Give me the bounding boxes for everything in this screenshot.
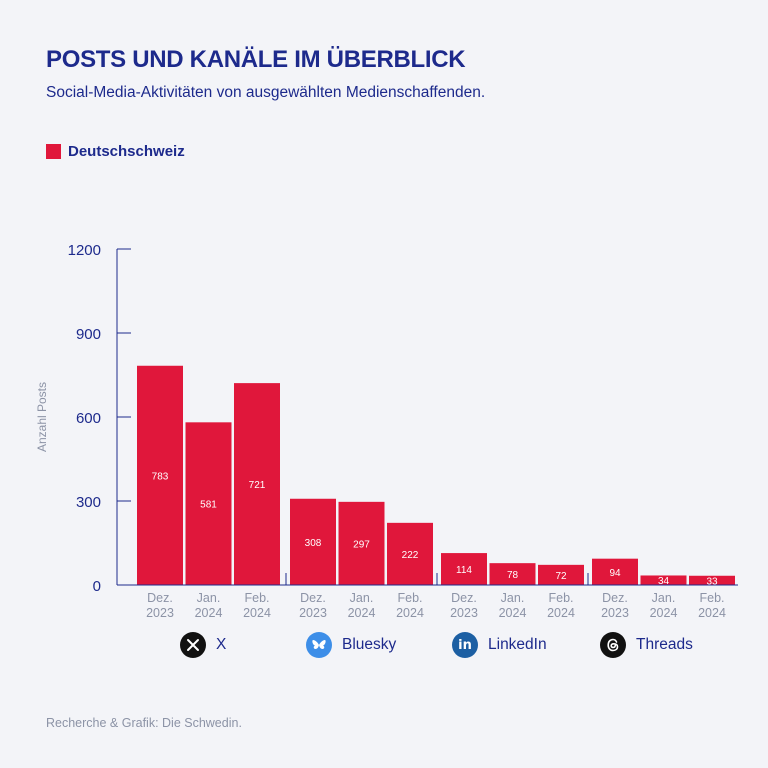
x-tick-label: Feb. <box>244 591 269 605</box>
chart-title: POSTS UND KANÄLE IM ÜBERBLICK <box>46 46 466 73</box>
bar <box>640 575 687 585</box>
bar-value-label: 114 <box>456 565 472 576</box>
platform-bluesky: Bluesky <box>306 632 396 658</box>
x-tick-label: 2024 <box>243 606 271 620</box>
x-tick-label: 2024 <box>195 606 223 620</box>
y-tick-label: 0 <box>93 578 101 595</box>
legend-label: Deutschschweiz <box>68 143 185 160</box>
platform-label: Threads <box>636 636 693 653</box>
x-tick-label: Feb. <box>397 591 422 605</box>
y-tick-label: 300 <box>76 494 101 511</box>
bar <box>185 422 232 585</box>
x-tick-label: 2023 <box>450 606 478 620</box>
x-logo-icon <box>180 632 206 658</box>
platform-threads: Threads <box>600 632 693 658</box>
bar-value-label: 581 <box>200 500 217 511</box>
bar-value-label: 297 <box>353 539 370 550</box>
x-tick-label: Jan. <box>501 591 525 605</box>
x-tick-label: Jan. <box>197 591 221 605</box>
x-tick-label: 2023 <box>601 606 629 620</box>
x-tick-label: 2024 <box>698 606 726 620</box>
bar <box>441 553 487 585</box>
x-tick-label: 2024 <box>396 606 424 620</box>
bar <box>489 563 536 585</box>
bar-value-label: 721 <box>249 480 266 491</box>
bar <box>290 498 336 585</box>
bar-value-label: 308 <box>305 538 322 549</box>
x-tick-label: Dez. <box>602 591 628 605</box>
x-tick-label: Jan. <box>350 591 374 605</box>
linkedin-icon: in <box>452 632 478 658</box>
platform-x: X <box>180 632 226 658</box>
y-tick-label: 1200 <box>68 242 101 259</box>
platform-label: LinkedIn <box>488 636 547 653</box>
x-tick-label: Jan. <box>652 591 676 605</box>
bar-value-label: 783 <box>152 471 169 482</box>
chart-subtitle: Social-Media-Aktivitäten von ausgewählte… <box>46 84 486 101</box>
y-tick-label: 900 <box>76 326 101 343</box>
bar-value-label: 34 <box>658 576 670 587</box>
platform-label: Bluesky <box>342 636 397 653</box>
platform-legend: X Bluesky in LinkedIn Threads <box>0 632 768 666</box>
threads-icon <box>600 632 626 658</box>
bar <box>538 564 584 585</box>
x-tick-label: Dez. <box>147 591 173 605</box>
x-tick-label: 2024 <box>499 606 527 620</box>
y-axis-label: Anzahl Posts <box>35 382 49 452</box>
x-tick-label: Feb. <box>548 591 573 605</box>
platform-label: X <box>216 636 227 653</box>
bar <box>338 501 385 585</box>
x-tick-label: 2024 <box>547 606 575 620</box>
bar <box>137 365 183 585</box>
bar <box>234 383 280 585</box>
legend: Deutschschweiz <box>46 143 185 160</box>
bar-value-label: 94 <box>609 568 621 579</box>
x-tick-label: Dez. <box>451 591 477 605</box>
x-tick-label: Dez. <box>300 591 326 605</box>
y-tick-label: 600 <box>76 410 101 427</box>
bluesky-butterfly-icon <box>306 632 332 658</box>
bar <box>387 522 433 585</box>
legend-swatch <box>46 144 61 159</box>
bar <box>689 575 735 585</box>
bar-value-label: 78 <box>507 570 519 581</box>
x-tick-label: Feb. <box>699 591 724 605</box>
bar-value-label: 33 <box>706 576 718 587</box>
bar-value-label: 72 <box>555 571 567 582</box>
platform-linkedin: in LinkedIn <box>452 632 547 658</box>
bar <box>592 558 638 585</box>
source-credit: Recherche & Grafik: Die Schwedin. <box>46 716 242 730</box>
bar-value-label: 222 <box>402 550 419 561</box>
x-tick-label: 2023 <box>146 606 174 620</box>
x-tick-label: 2024 <box>348 606 376 620</box>
x-tick-label: 2024 <box>650 606 678 620</box>
x-tick-label: 2023 <box>299 606 327 620</box>
